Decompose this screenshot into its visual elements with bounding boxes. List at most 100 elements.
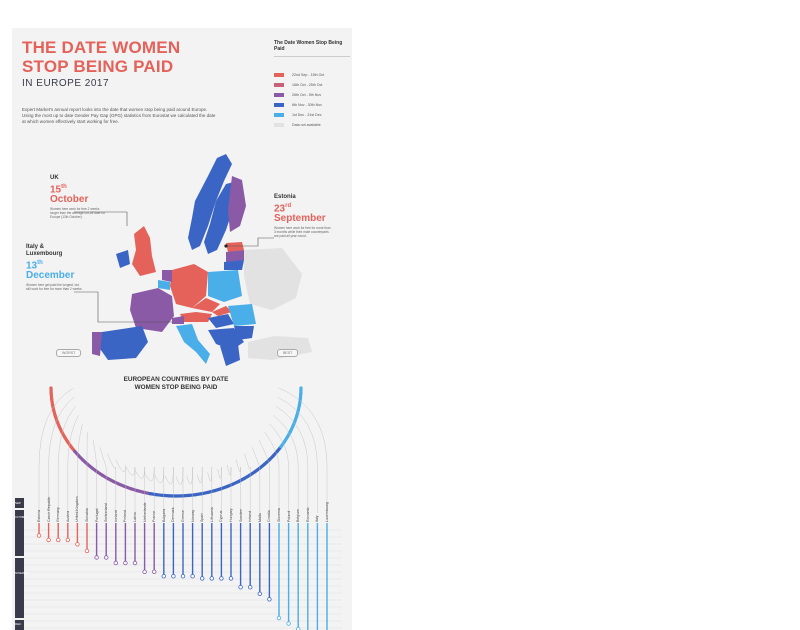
connector-line: [197, 466, 203, 484]
month-sidebar: [15, 498, 24, 630]
date-marker: [142, 569, 147, 574]
intro-text: Expert Market's annual report looks into…: [22, 107, 216, 124]
legend-item: 1st Dec - 31st Dec: [274, 113, 322, 117]
legend-item: 26th Oct - 5th Nov: [274, 93, 321, 97]
legend-item: 6th Nov - 30th Nov: [274, 103, 322, 107]
date-marker: [171, 573, 176, 579]
italy-leader-line: [74, 291, 172, 323]
date-marker: [190, 573, 195, 579]
date-marker: [132, 560, 138, 566]
estonia-callout: Estonia 23rd September Women here work f…: [274, 194, 332, 238]
sweden-region: [204, 182, 234, 254]
best-label: BEST: [277, 349, 299, 357]
legend-label: 22nd Sep - 15th Oct: [292, 73, 325, 77]
france-region: [130, 288, 174, 332]
connector-line: [244, 453, 251, 469]
connector-line: [67, 415, 79, 468]
connector-line: [115, 459, 126, 473]
legend-swatch: [274, 103, 284, 107]
subtitle: IN EUROPE 2017: [22, 78, 110, 89]
month-label-sep: SEP: [15, 501, 22, 505]
connector-line: [276, 406, 308, 468]
country-label: Luxembourg: [325, 502, 329, 522]
legend-swatch: [274, 113, 284, 117]
italy-region: [176, 324, 210, 364]
czech-region: [192, 298, 220, 312]
germany-region: [170, 264, 208, 308]
connector-line: [99, 447, 107, 468]
date-marker: [228, 576, 234, 581]
date-marker: [247, 584, 253, 590]
connector-line: [227, 464, 232, 476]
date-marker: [199, 576, 205, 581]
belgium-region: [158, 280, 170, 290]
legend-item: 16th Oct - 25th Oct: [274, 83, 322, 87]
connector-line: [77, 423, 83, 468]
date-marker: [180, 573, 186, 579]
date-marker: [238, 584, 243, 590]
connector-line: [92, 440, 97, 468]
uk-callout: UK 15th October Women here work for free…: [50, 175, 108, 219]
connector-line: [154, 466, 164, 484]
month-block-dec: [15, 620, 24, 630]
lithuania-region: [224, 260, 244, 270]
legend-swatch: [274, 93, 284, 97]
italy-callout-desc: Women here get paid the longest, but sti…: [26, 283, 83, 292]
uk-region: [132, 226, 156, 276]
date-marker: [94, 555, 99, 560]
month-block-nov: [15, 558, 24, 618]
legend-divider: [274, 56, 350, 57]
date-marker: [286, 621, 291, 626]
month-label-dec: DEC: [15, 622, 22, 626]
connector-line: [264, 432, 280, 468]
uk-leader-line: [74, 211, 128, 226]
date-marker: [103, 555, 109, 560]
uk-callout-name: UK: [50, 175, 59, 181]
ranking-chart: [24, 386, 342, 630]
greece-region: [220, 344, 240, 366]
connector-line: [273, 415, 299, 468]
uk-callout-month: October: [50, 194, 89, 206]
slovakia-region: [212, 306, 232, 316]
italy-callout: Italy & Luxembourg 13th December Women h…: [26, 244, 84, 291]
date-marker: [296, 626, 301, 630]
connector-line: [258, 439, 270, 468]
date-marker: [113, 560, 118, 566]
romania-region: [228, 304, 256, 326]
date-marker: [209, 576, 214, 581]
europe-map: [74, 154, 312, 366]
norway-region: [188, 154, 232, 250]
uk-callout-desc: Women here work for free 2 weeks longer …: [50, 207, 106, 220]
italy-callout-date: 13th: [26, 260, 43, 272]
date-marker: [257, 591, 262, 596]
map-regions: [92, 154, 312, 366]
legend-label: 6th Nov - 30th Nov: [292, 103, 322, 107]
legend-swatch: [274, 83, 284, 87]
finland-region: [228, 176, 246, 232]
connector-line: [48, 397, 75, 468]
legend-label: Data not available: [292, 123, 321, 127]
month-block-sep: [15, 498, 24, 508]
estonia-callout-month: September: [274, 213, 326, 225]
legend-label: 1st Dec - 31st Dec: [292, 113, 322, 117]
iberia-region: [98, 326, 148, 360]
legend-label: 16th Oct - 25th Oct: [292, 83, 323, 87]
connector-line: [107, 453, 116, 469]
connector-line: [124, 464, 136, 476]
eastern-europe-nodata: [244, 248, 302, 310]
connector-line: [251, 447, 260, 468]
bulgaria-region: [234, 326, 254, 340]
latvia-region: [226, 250, 246, 262]
date-marker: [219, 576, 224, 581]
estonia-callout-name: Estonia: [274, 194, 296, 200]
hungary-region: [208, 314, 234, 328]
italy-callout-month: December: [26, 270, 75, 282]
legend-label: 26th Oct - 5th Nov: [292, 93, 322, 97]
connector-line: [207, 466, 212, 482]
month-block-oct: [15, 510, 24, 556]
netherlands-region: [162, 270, 172, 282]
date-marker: [36, 533, 42, 538]
date-marker: [75, 542, 80, 547]
italy-callout-name: Italy & Luxembourg: [26, 244, 63, 257]
main-title: THE DATE WOMEN STOP BEING PAID: [22, 38, 181, 76]
